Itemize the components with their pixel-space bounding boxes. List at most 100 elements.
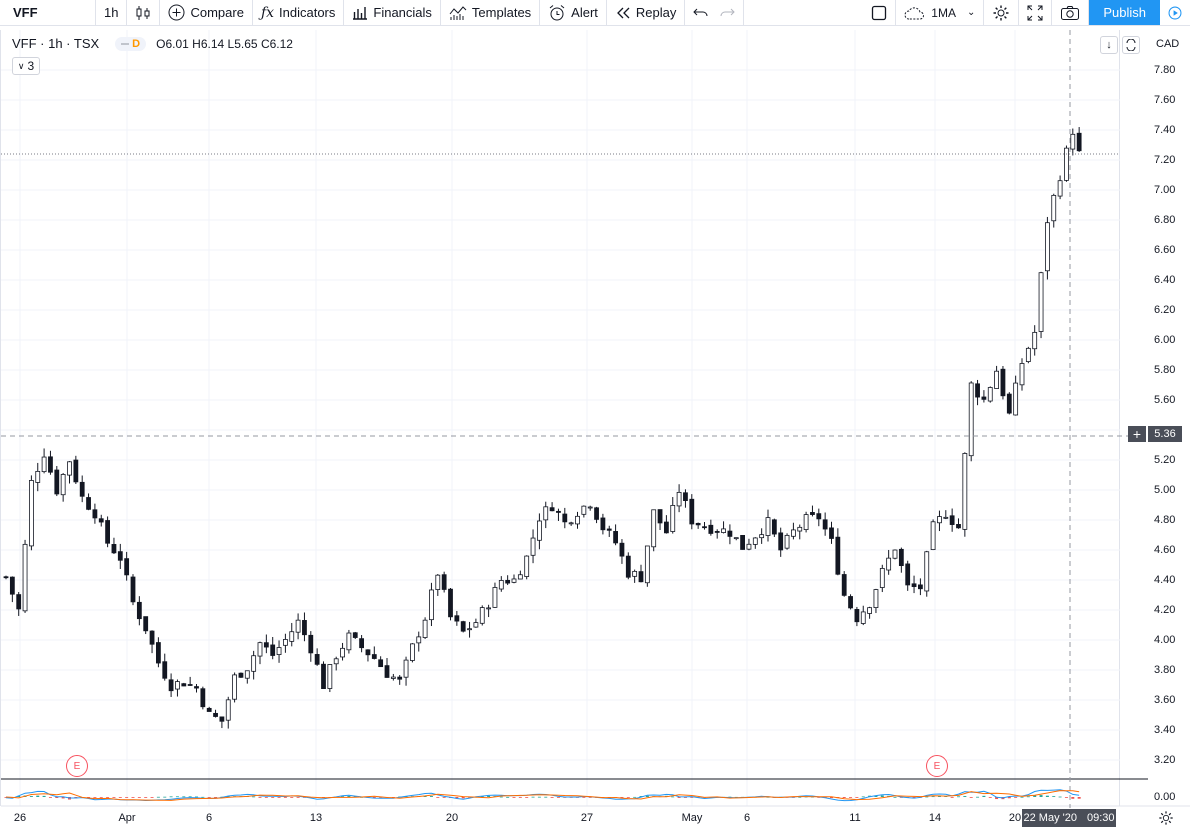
histogram-bar [226, 796, 230, 798]
undo-button[interactable] [685, 0, 717, 25]
replay-button[interactable]: Replay [607, 0, 686, 25]
histogram-bar [207, 797, 211, 798]
histogram-bar [588, 797, 592, 798]
legend-collapse-button[interactable]: ∨ 3 [12, 57, 40, 75]
candle-body [282, 639, 288, 646]
earnings-label: E [933, 760, 941, 772]
candle-body [930, 521, 936, 550]
symbol-search-button[interactable]: VFF [0, 0, 96, 25]
candle-body [257, 642, 263, 657]
candle-body [683, 492, 688, 501]
candle-body [263, 642, 269, 648]
candle-body [1006, 393, 1012, 414]
histogram-bar [283, 797, 287, 798]
histogram-bar [36, 795, 40, 797]
candle-body [644, 545, 650, 584]
candle-body [505, 579, 511, 584]
price-tick-label: 3.60 [1154, 694, 1176, 706]
price-tick-label: 6.20 [1154, 304, 1176, 316]
alarm-clock-icon [549, 4, 565, 20]
candle-body [340, 647, 345, 658]
indicators-button[interactable]: ƒx Indicators [253, 0, 345, 25]
candle-body [816, 513, 822, 520]
layout-name-button[interactable]: 1MA ⌄ [896, 0, 985, 25]
histogram-bar [195, 796, 198, 798]
price-tick-label: 7.20 [1154, 154, 1176, 166]
candle-body [587, 506, 593, 509]
candle-body [238, 672, 244, 678]
candle-body [822, 519, 828, 530]
histogram-bar [214, 797, 218, 798]
fullscreen-button[interactable] [1019, 0, 1053, 25]
histogram-bar [925, 796, 929, 798]
candle-body [810, 512, 815, 515]
high-value: 6.14 [200, 36, 225, 51]
earnings-marker[interactable]: E [66, 755, 88, 777]
histogram-bar [169, 796, 173, 798]
cloud-icon [904, 6, 925, 19]
snapshot-button[interactable] [1052, 0, 1090, 25]
compare-button[interactable]: Compare [160, 0, 253, 25]
alert-button[interactable]: Alert [540, 0, 607, 25]
histogram-bar [988, 797, 992, 798]
candle-body [225, 699, 231, 721]
chart-pane[interactable] [0, 30, 1120, 806]
price-tick-label: 6.60 [1154, 244, 1176, 256]
add-plus-icon[interactable]: + [1128, 426, 1146, 442]
histogram-bar [683, 797, 687, 798]
close-value: 6.12 [269, 36, 293, 51]
candle-body [22, 543, 28, 612]
candle-body [1070, 133, 1076, 150]
candle-body [537, 520, 542, 541]
templates-button[interactable]: Templates [441, 0, 541, 25]
histogram-bar [544, 796, 548, 798]
time-tick-label: 13 [309, 812, 323, 824]
earnings-marker[interactable]: E [926, 755, 948, 777]
candle-body [498, 580, 504, 590]
candle-body [556, 510, 561, 513]
interval-button[interactable]: 1h [96, 0, 128, 25]
candle-body [1025, 347, 1031, 362]
price-tick-label: 4.20 [1154, 604, 1176, 616]
scale-settings-button[interactable] [1158, 810, 1174, 829]
badge-dash-icon [121, 42, 130, 45]
histogram-bar [1033, 795, 1037, 797]
candle-body [149, 630, 155, 645]
candle-body [759, 534, 765, 539]
candle-body [956, 524, 961, 529]
price-tick-label: 3.20 [1154, 754, 1176, 766]
time-tick-label: 6 [205, 812, 213, 824]
candle-body [1019, 363, 1025, 386]
candle-body [568, 522, 574, 525]
layout-square-button[interactable] [863, 0, 897, 25]
candle-body [600, 517, 606, 531]
indicators-label: Indicators [279, 5, 336, 20]
financials-button[interactable]: Financials [344, 0, 441, 25]
reset-scale-button[interactable] [1122, 36, 1140, 54]
settings-button[interactable] [984, 0, 1020, 25]
candle-body [302, 620, 307, 636]
scroll-down-button[interactable]: ↓ [1100, 36, 1118, 54]
publish-button[interactable]: Publish [1089, 0, 1160, 25]
price-tick-label: 7.60 [1154, 94, 1176, 106]
histogram-bar [639, 796, 643, 797]
histogram-bar [442, 797, 446, 798]
candle-body [562, 513, 568, 523]
time-tick-label: 27 [580, 812, 594, 824]
candle-body [67, 461, 72, 476]
candle-body [181, 683, 187, 687]
play-button[interactable] [1160, 0, 1190, 25]
histogram-bar [937, 796, 941, 797]
currency-label[interactable]: CAD [1156, 38, 1180, 50]
candle-body [16, 594, 22, 610]
candle-body [911, 583, 917, 587]
candle-body [48, 456, 53, 473]
candle-body [892, 549, 898, 559]
histogram-bar [125, 797, 129, 798]
candle-body [321, 663, 326, 689]
candle-body [200, 688, 206, 708]
redo-button[interactable] [717, 0, 745, 25]
chevron-down-icon: ∨ [17, 60, 25, 71]
chart-type-button[interactable] [127, 0, 161, 25]
